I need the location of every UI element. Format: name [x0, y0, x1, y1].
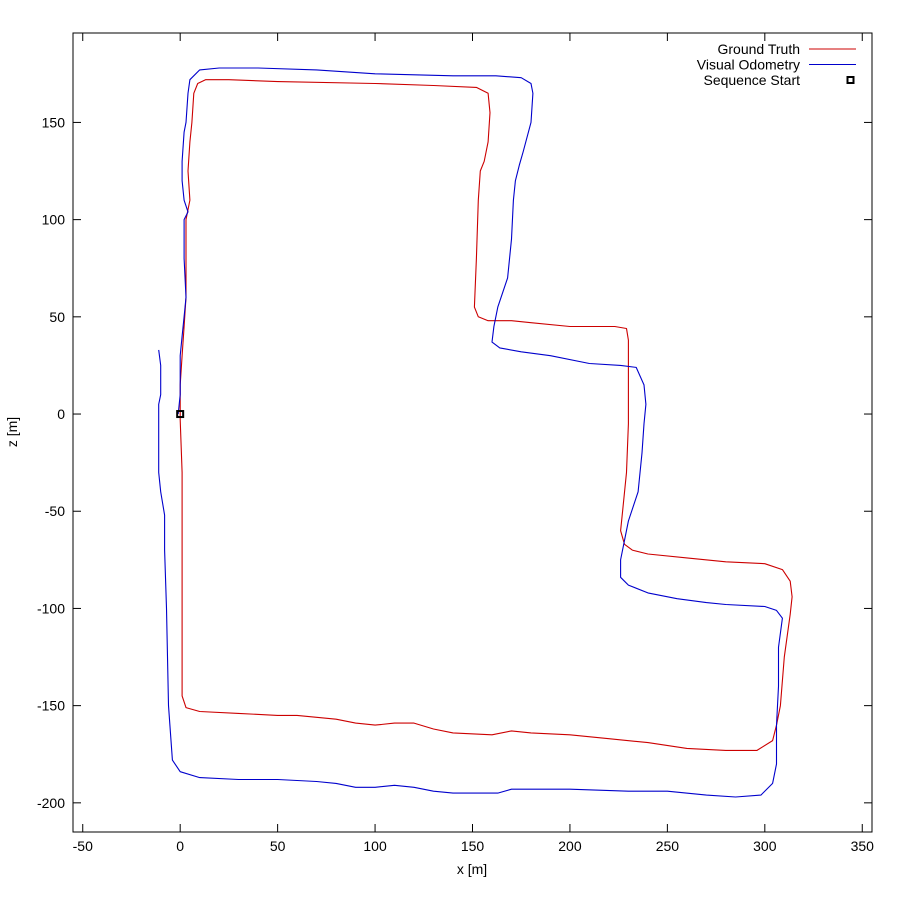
tick-marks [73, 33, 872, 832]
y-tick-label: 100 [42, 212, 66, 228]
y-tick-label: -200 [37, 795, 65, 811]
y-tick-label: 150 [42, 114, 66, 130]
x-tick-label: -50 [73, 838, 93, 854]
x-tick-label: 250 [656, 838, 680, 854]
legend-sample-sequence-start [846, 76, 855, 84]
marker-sequence-start [176, 410, 185, 419]
y-tick-label: 50 [49, 309, 65, 325]
y-tick-label: 0 [57, 406, 65, 422]
y-tick-label: -100 [37, 600, 65, 616]
x-tick-label: 50 [270, 838, 286, 854]
legend-label-ground-truth: Ground Truth [718, 41, 801, 57]
x-tick-label: 300 [753, 838, 777, 854]
x-axis-label: x [m] [457, 861, 487, 877]
legend-label-visual-odometry: Visual Odometry [697, 57, 800, 73]
x-tick-label: 100 [363, 838, 387, 854]
x-tick-label: 0 [176, 838, 184, 854]
x-tick-label: 150 [461, 838, 485, 854]
x-tick-label: 200 [558, 838, 582, 854]
y-tick-label: -50 [45, 503, 65, 519]
x-tick-label: 350 [851, 838, 875, 854]
legend-label-sequence-start: Sequence Start [703, 72, 800, 88]
plot-area [158, 67, 793, 798]
series-line-ground-truth [179, 79, 793, 751]
y-axis-label: z [m] [4, 417, 20, 447]
tick-labels: -50 0 50 100 150 200 250 300 350 -200 -150 -100 -50 0… [37, 114, 874, 854]
y-tick-label: -150 [37, 698, 65, 714]
series-line-visual-odometry [158, 67, 783, 798]
